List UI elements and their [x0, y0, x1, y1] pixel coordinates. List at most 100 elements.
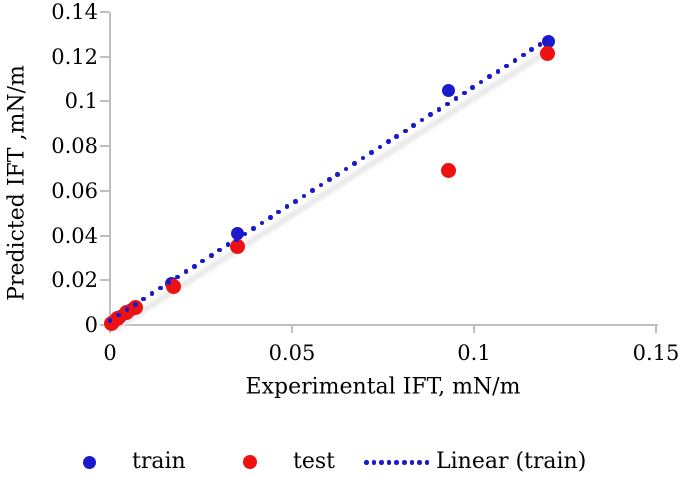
- trendline-dot: [259, 220, 265, 226]
- x-tick-label: 0: [103, 341, 117, 365]
- y-tick-label: 0.02: [51, 268, 98, 293]
- trendline-dot: [335, 171, 341, 177]
- trendline-dot: [445, 101, 450, 107]
- trendline-dot: [217, 247, 222, 253]
- test-point: [229, 239, 245, 255]
- y-tick-mark: [100, 55, 109, 58]
- trendline-dot: [141, 296, 147, 302]
- test-point: [441, 163, 457, 179]
- legend-trendline-label: Linear (train): [436, 449, 587, 474]
- y-tick-mark: [100, 189, 109, 192]
- trendline-dot: [183, 269, 189, 275]
- trendline-dot: [461, 90, 467, 96]
- trendline-dot: [166, 280, 172, 285]
- trendline-dot: [512, 58, 518, 63]
- trendline-dot: [208, 253, 214, 258]
- trendline-dot: [327, 177, 332, 182]
- trendline-dot: [360, 155, 366, 161]
- legend-test-marker: [243, 455, 257, 469]
- trendline-dot: [175, 274, 180, 280]
- x-tick-mark: [473, 326, 475, 333]
- trendline-dot: [234, 236, 239, 242]
- trendline-dot: [495, 69, 501, 74]
- y-tick-label: 0.04: [51, 223, 98, 248]
- trendline-dot: [158, 285, 163, 291]
- y-tick-mark: [100, 100, 109, 103]
- trendline-dot: [133, 301, 138, 307]
- trendline-dot: [411, 123, 416, 128]
- y-tick-mark: [100, 279, 109, 282]
- trendline-dot: [293, 199, 298, 204]
- trendline-dot: [369, 150, 374, 155]
- trendline-dot: [200, 258, 206, 264]
- x-tick-mark: [291, 326, 293, 333]
- legend-trendline-dot: [371, 460, 377, 465]
- legend-trendline-dot: [409, 460, 415, 465]
- trendline-dot: [504, 63, 509, 69]
- trendline-dot: [453, 96, 459, 101]
- y-tick-mark: [100, 145, 109, 148]
- trendline-dot: [343, 166, 349, 172]
- trendline-dot: [478, 79, 484, 85]
- y-tick-label: 0.08: [51, 134, 98, 159]
- legend-trendline-dot: [424, 460, 430, 465]
- x-tick-label: 0.1: [457, 341, 491, 365]
- y-tick-mark: [100, 11, 109, 13]
- legend-trendline-dot: [386, 460, 392, 465]
- trendline-dot: [124, 307, 130, 312]
- trendline-dot: [436, 106, 442, 112]
- trendline-dot: [394, 134, 400, 139]
- y-tick-label: 0: [84, 313, 98, 337]
- trendline-dot: [470, 85, 475, 90]
- legend-trendline-dot: [394, 460, 399, 465]
- trendline-dot: [537, 41, 543, 47]
- trendline-dot: [402, 128, 408, 134]
- x-axis-title: Experimental IFT, mN/m: [245, 374, 521, 400]
- trendline-dot: [225, 242, 231, 247]
- legend-train-marker: [83, 456, 96, 469]
- trendline-dot: [192, 264, 197, 269]
- legend-train-label: train: [132, 449, 186, 474]
- train-point: [442, 83, 456, 97]
- trendline-dot: [301, 193, 307, 199]
- trendline-dot: [419, 117, 425, 123]
- train-point: [542, 34, 556, 48]
- trendline-dot: [377, 144, 383, 150]
- test-point: [127, 299, 143, 315]
- trendline-dot: [487, 74, 492, 80]
- legend-trendline-dot: [364, 460, 369, 465]
- y-tick-label: 0.14: [51, 0, 98, 24]
- y-tick-label: 0.12: [51, 44, 98, 69]
- legend-trendline-dot: [417, 460, 422, 465]
- y-axis-title: Predicted IFT ,mN/m: [4, 65, 30, 301]
- test-point: [540, 46, 556, 62]
- trendline-dot: [107, 318, 113, 323]
- trendline-dot: [251, 226, 256, 231]
- legend-test-label: test: [293, 449, 335, 474]
- trendline-dot: [529, 47, 535, 52]
- legend-trendline-dot: [379, 460, 384, 465]
- trendline-dot: [428, 112, 433, 117]
- y-tick-label: 0.06: [51, 178, 98, 203]
- train-point: [230, 226, 244, 240]
- trendline-dot: [284, 204, 290, 210]
- trendline-dot: [149, 291, 155, 296]
- x-axis-line: [108, 324, 658, 326]
- trendline-dot: [276, 209, 281, 215]
- trendline-dot: [116, 312, 121, 318]
- y-tick-label: 0.1: [64, 89, 98, 114]
- x-tick-label: 0.05: [268, 341, 316, 365]
- trendline-dot: [267, 215, 273, 220]
- legend-trendline-marker: [364, 460, 432, 465]
- trendline-dot: [242, 231, 248, 237]
- trendline-dot: [386, 139, 391, 145]
- x-tick-label: 0.15: [632, 341, 680, 365]
- x-tick-mark: [655, 326, 657, 333]
- trendline-dot: [310, 188, 315, 193]
- trendline-dot: [521, 52, 526, 58]
- y-tick-mark: [100, 234, 109, 237]
- trendline-dot: [546, 36, 551, 42]
- trendline-dot: [352, 161, 357, 166]
- y-axis-line: [108, 12, 111, 326]
